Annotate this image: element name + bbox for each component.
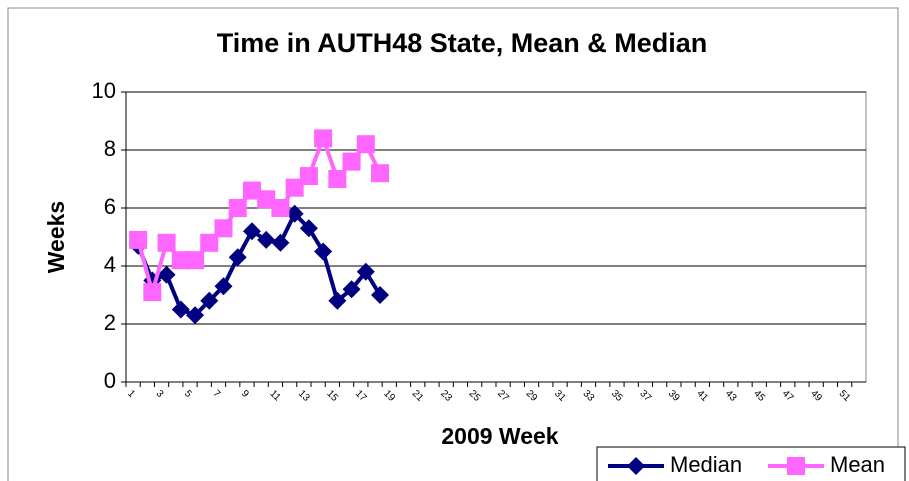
y-tick-label: 4	[104, 252, 116, 277]
data-point	[371, 286, 390, 304]
data-point	[285, 178, 304, 197]
data-point	[171, 251, 190, 270]
legend-marker	[787, 457, 805, 475]
legend-label: Mean	[830, 452, 885, 477]
data-point	[299, 219, 318, 238]
y-tick-label: 0	[104, 368, 116, 393]
data-point	[271, 199, 290, 217]
data-point	[342, 280, 361, 299]
y-tick-label: 8	[104, 136, 116, 161]
legend-marker	[627, 457, 645, 475]
data-point	[186, 306, 205, 325]
data-point	[271, 233, 290, 252]
data-point	[143, 283, 162, 302]
data-point	[171, 300, 190, 319]
data-point	[342, 152, 361, 171]
data-point	[356, 262, 375, 281]
x-axis-label: 2009 Week	[441, 423, 558, 449]
data-point	[242, 181, 261, 200]
y-tick-label: 10	[92, 78, 116, 103]
data-point	[299, 167, 318, 186]
data-point	[356, 135, 375, 154]
data-point	[214, 219, 233, 238]
data-point	[129, 230, 148, 249]
y-axis-label: Weeks	[43, 201, 69, 273]
data-point	[314, 129, 333, 148]
data-point	[228, 248, 247, 267]
data-point	[228, 199, 247, 217]
data-point	[314, 242, 333, 261]
data-point	[328, 291, 347, 310]
data-point	[157, 265, 176, 284]
y-tick-label: 6	[104, 194, 116, 219]
plot-area	[125, 91, 867, 383]
data-point	[200, 291, 219, 310]
data-point	[257, 190, 276, 209]
data-point	[328, 170, 347, 188]
y-tick-label: 2	[104, 310, 116, 335]
data-point	[371, 164, 390, 183]
data-point	[200, 233, 219, 252]
data-point	[242, 222, 261, 241]
legend-label: Median	[670, 452, 742, 477]
data-point	[157, 233, 176, 252]
chart-title: Time in AUTH48 State, Mean & Median	[217, 28, 708, 58]
data-point	[186, 251, 205, 270]
data-point	[285, 204, 304, 223]
data-point	[214, 277, 233, 296]
data-point	[257, 230, 276, 249]
